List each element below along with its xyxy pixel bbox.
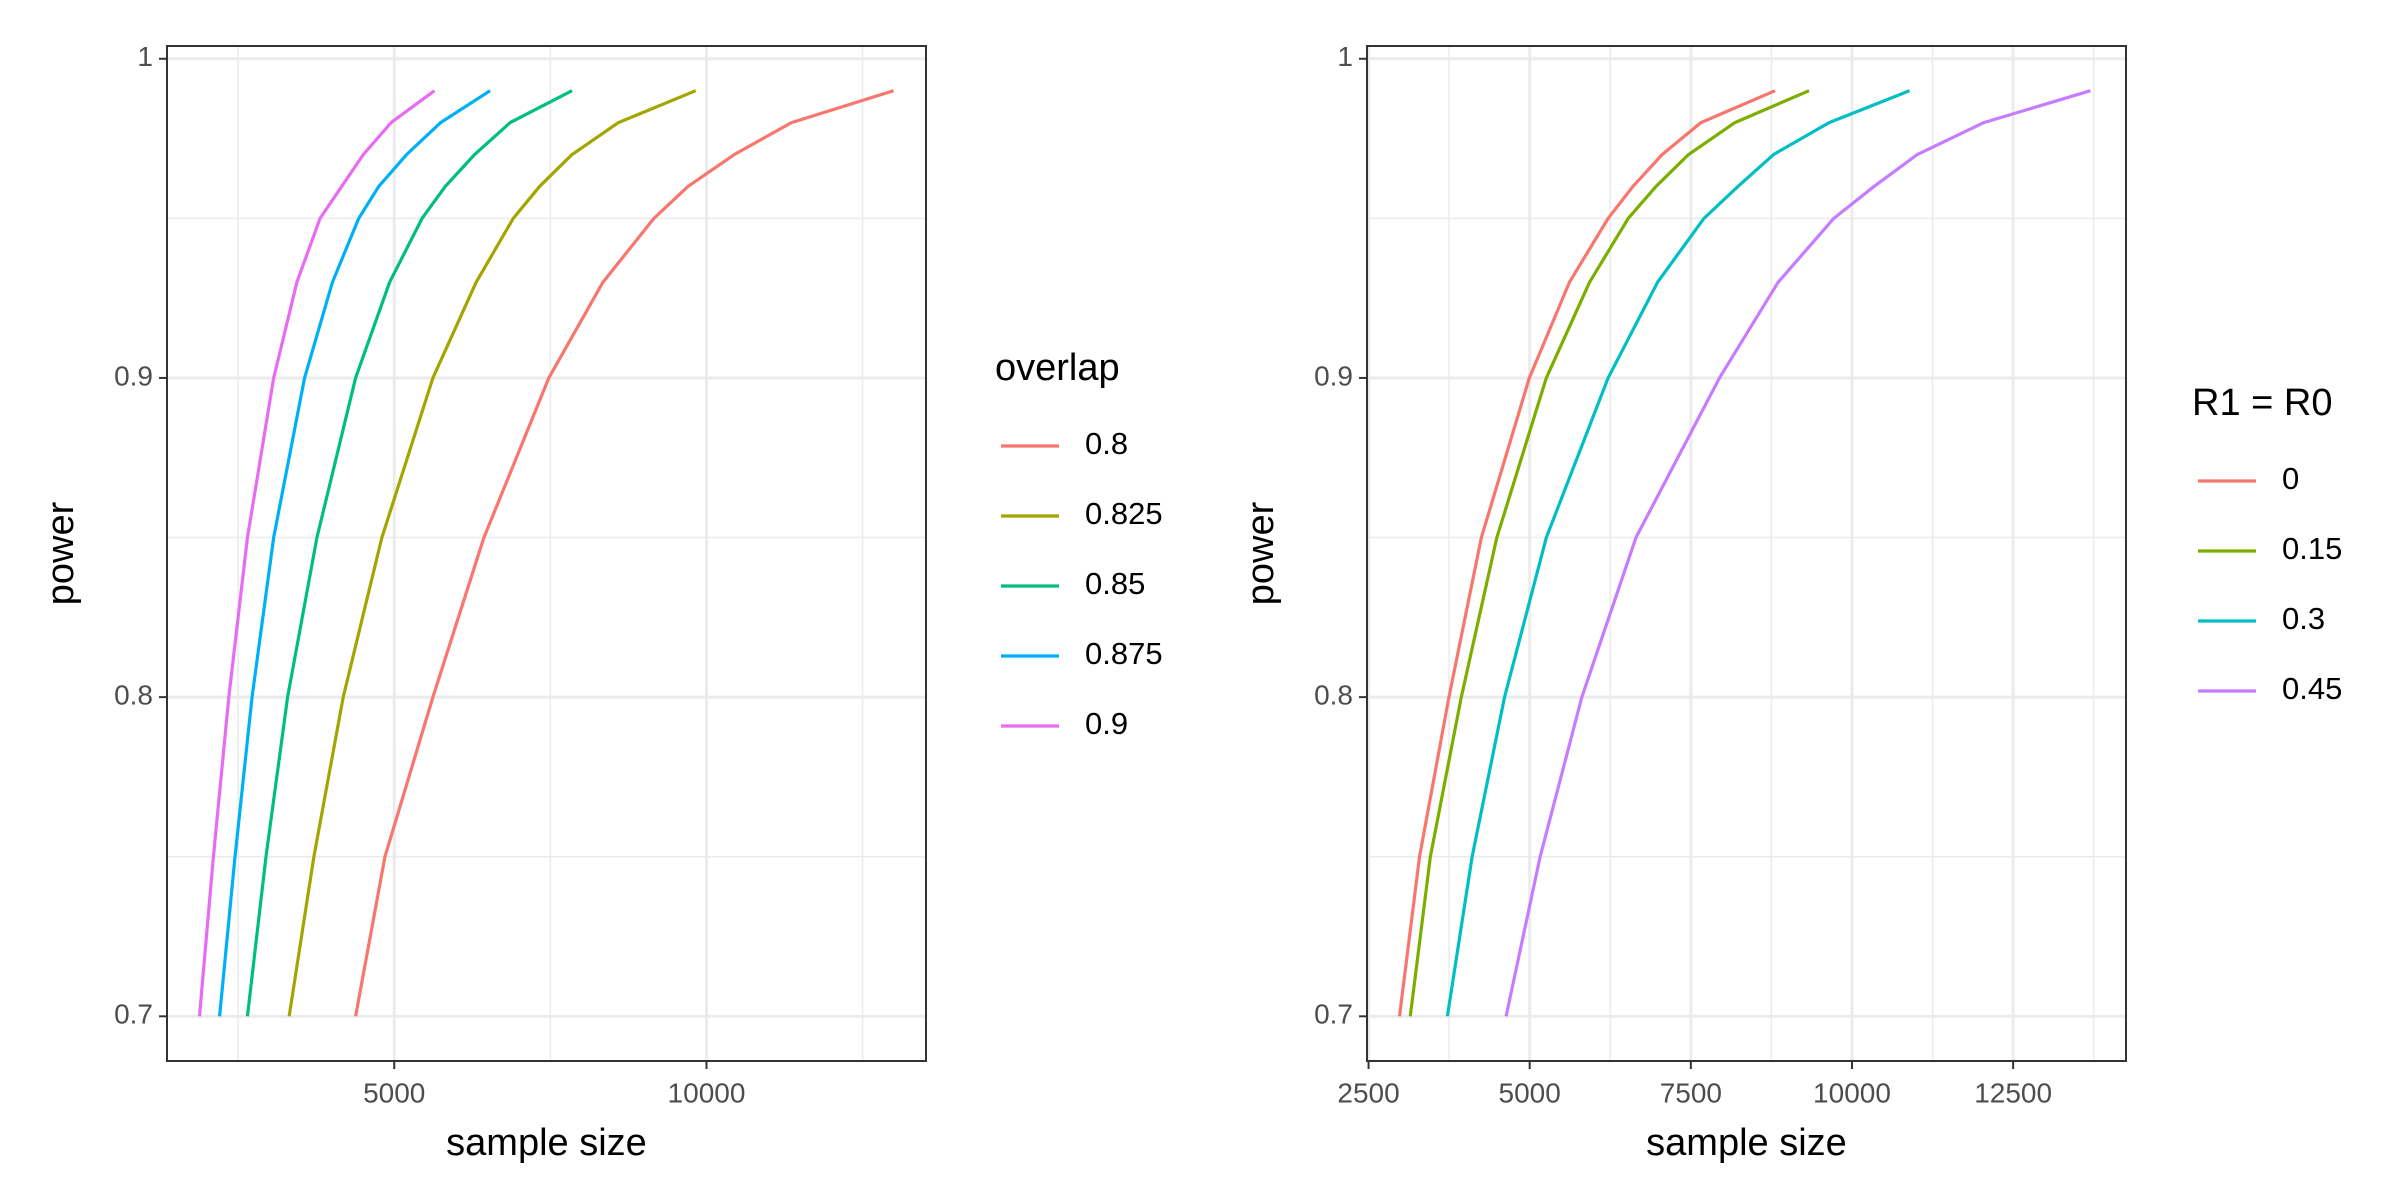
x-tick-label: 7500 <box>1660 1077 1722 1108</box>
x-axis-title: sample size <box>1646 1122 1847 1164</box>
line-series <box>1397 89 1776 1017</box>
x-tick-label: 12500 <box>1974 1077 2052 1108</box>
panel-border <box>166 45 927 1062</box>
line-series <box>1408 89 1810 1017</box>
line-series <box>197 89 436 1017</box>
line-series <box>217 89 491 1017</box>
legend-title: R1 = R0 <box>2192 382 2332 424</box>
x-tick-label: 10000 <box>668 1077 746 1108</box>
legend-label: 0.85 <box>1085 566 1145 601</box>
x-tick-label: 5000 <box>363 1077 425 1108</box>
y-tick-label: 0.9 <box>1314 360 1353 391</box>
y-tick-label: 0.9 <box>114 360 153 391</box>
x-tick-label: 2500 <box>1337 1077 1399 1108</box>
panel-border <box>1366 45 2127 1062</box>
legend-label: 0.9 <box>1085 706 1128 741</box>
legend-label: 0.875 <box>1085 636 1163 671</box>
legend-label: 0.825 <box>1085 496 1163 531</box>
legend-label: 0.15 <box>2282 531 2342 566</box>
x-axis-title: sample size <box>446 1122 647 1164</box>
y-tick-label: 1 <box>137 41 153 72</box>
y-tick-label: 1 <box>1337 41 1353 72</box>
y-axis-title: power <box>40 501 82 605</box>
x-tick-label: 5000 <box>1499 1077 1561 1108</box>
line-series <box>1504 89 2091 1017</box>
y-tick-label: 0.8 <box>114 680 153 711</box>
line-series <box>287 89 697 1017</box>
line-series <box>354 89 895 1017</box>
x-tick-label: 10000 <box>1813 1077 1891 1108</box>
legend-label: 0 <box>2282 461 2299 496</box>
panel-background <box>167 46 926 1061</box>
legend-label: 0.8 <box>1085 426 1128 461</box>
y-tick-label: 0.7 <box>1314 999 1353 1030</box>
line-series <box>1445 89 1911 1017</box>
y-tick-label: 0.8 <box>1314 680 1353 711</box>
y-axis-title: power <box>1240 501 1282 605</box>
y-tick-label: 0.7 <box>114 999 153 1030</box>
legend-label: 0.45 <box>2282 671 2342 706</box>
legend-title: overlap <box>995 347 1120 389</box>
legend-label: 0.3 <box>2282 601 2325 636</box>
line-series <box>245 89 573 1017</box>
